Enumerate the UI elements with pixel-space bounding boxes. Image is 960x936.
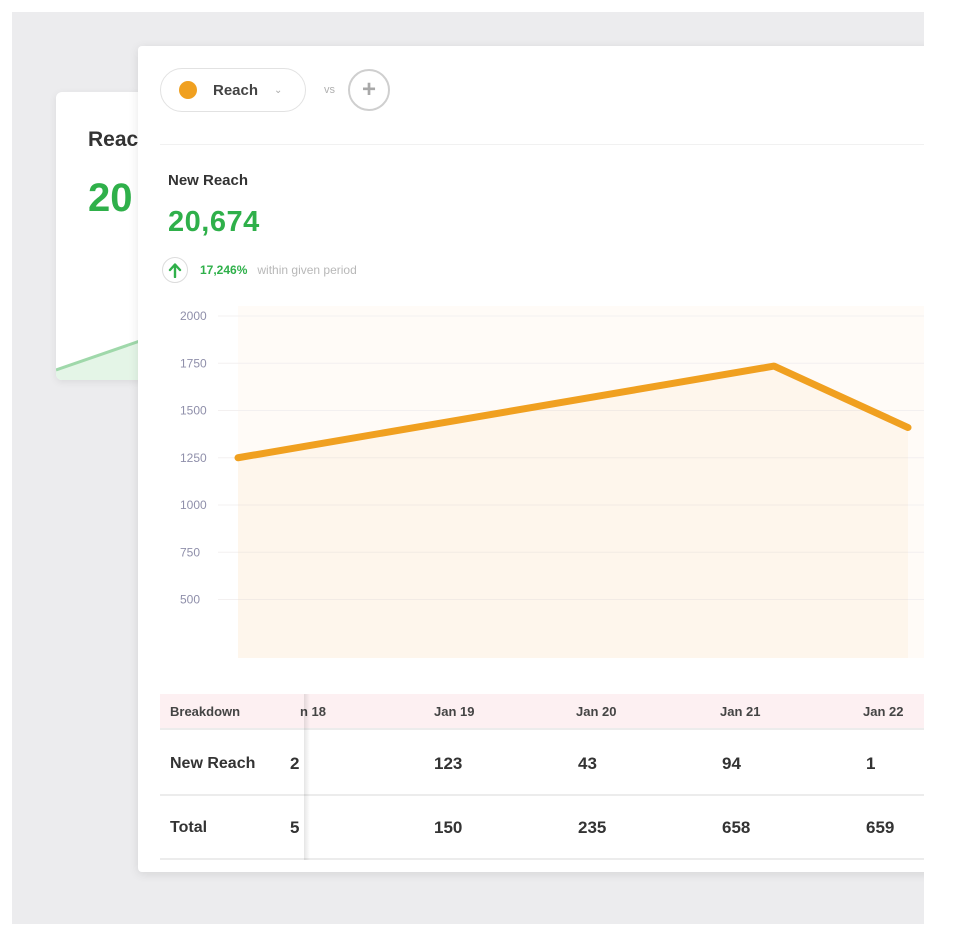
background-card-title: Reac bbox=[88, 128, 139, 151]
row-label: New Reach bbox=[170, 755, 256, 772]
table-header-col: Jan 20 bbox=[576, 704, 617, 719]
y-tick-label: 500 bbox=[180, 593, 200, 607]
metric-selector-label: Reach bbox=[213, 81, 259, 99]
table-header-col: Jan 22 bbox=[863, 704, 904, 719]
plus-icon: + bbox=[361, 76, 376, 103]
sticky-column-shadow bbox=[304, 694, 310, 860]
breakdown-table: Breakdown n 18 Jan 19 Jan 20 Jan 21 Jan … bbox=[160, 694, 924, 860]
metric-selector[interactable]: Reach ⌄ bbox=[160, 68, 306, 112]
kpi-title: New Reach bbox=[168, 172, 249, 189]
table-cell: 43 bbox=[578, 754, 597, 773]
vs-label: vs bbox=[324, 84, 335, 96]
table-row: New Reach 2 123 43 94 1 bbox=[160, 732, 924, 796]
background-card-value: 20 bbox=[88, 176, 133, 220]
table-cell: 235 bbox=[578, 818, 607, 837]
table-cell: 2 bbox=[290, 754, 300, 773]
change-caption: within given period bbox=[257, 263, 357, 277]
row-label: Total bbox=[170, 819, 208, 836]
table-header-col: n 18 bbox=[300, 704, 327, 719]
y-tick-label: 750 bbox=[180, 545, 200, 559]
table-cell: 150 bbox=[434, 818, 463, 837]
series-area bbox=[238, 366, 908, 658]
add-comparison-button[interactable]: + bbox=[348, 69, 390, 111]
kpi-value: 20,674 bbox=[168, 206, 260, 238]
y-tick-label: 1500 bbox=[180, 404, 207, 418]
y-tick-label: 1750 bbox=[180, 356, 207, 370]
table-header-col: Jan 19 bbox=[434, 704, 475, 719]
table-cell: 659 bbox=[866, 818, 895, 837]
table-header-col: Jan 21 bbox=[720, 704, 761, 719]
table-row: Total 5 150 235 658 659 bbox=[160, 796, 924, 860]
y-tick-label: 1250 bbox=[180, 451, 207, 465]
table-header-row: Breakdown n 18 Jan 19 Jan 20 Jan 21 Jan … bbox=[160, 694, 924, 730]
y-tick-label: 2000 bbox=[180, 309, 207, 323]
divider bbox=[160, 144, 924, 145]
change-percent: 17,246% bbox=[200, 263, 248, 277]
reach-chart-card: Reach ⌄ vs + New Reach 20,674 17,246% wi… bbox=[138, 46, 924, 872]
arrow-up-icon bbox=[162, 257, 188, 283]
chevron-down-icon: ⌄ bbox=[274, 84, 283, 96]
table-cell: 1 bbox=[866, 754, 876, 773]
table-cell: 94 bbox=[722, 754, 741, 773]
metric-color-dot bbox=[179, 81, 197, 99]
page-backdrop: Reac 20 Reach ⌄ vs + New Reach 20,674 17… bbox=[12, 12, 924, 924]
table-cell: 123 bbox=[434, 754, 463, 773]
y-tick-label: 1000 bbox=[180, 498, 207, 512]
table-header-breakdown: Breakdown bbox=[170, 704, 241, 719]
table-cell: 5 bbox=[290, 818, 300, 837]
trend-indicator: 17,246% within given period bbox=[162, 257, 357, 283]
table-cell: 658 bbox=[722, 818, 751, 837]
